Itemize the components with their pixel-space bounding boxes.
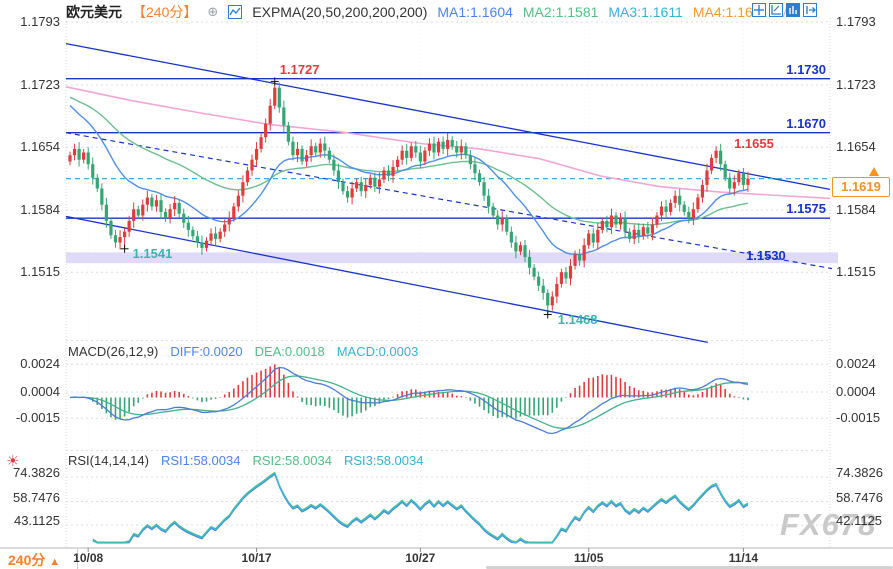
macd-dea-value: DEA:0.0018 <box>254 344 325 359</box>
ma1-value: MA1:1.1604 <box>437 4 513 20</box>
timeframe-selector-button[interactable]: 240分 ▲ <box>8 550 60 569</box>
rsi3-value: RSI3:58.0034 <box>343 453 424 468</box>
chevron-up-icon: ▲ <box>49 556 61 568</box>
rsi2-value: RSI2:58.0034 <box>252 453 332 468</box>
price-alert-arrow-icon <box>869 167 879 176</box>
exit-right-icon[interactable] <box>803 3 817 17</box>
timeframe-label: 【240分】 <box>132 4 198 20</box>
footer-divider <box>77 549 78 569</box>
indicator-settings-icon[interactable]: ☀ <box>6 453 20 470</box>
rsi-title: RSI(14,14,14) <box>68 453 149 468</box>
pan-crosshair-icon[interactable] <box>752 3 766 17</box>
m-value: M <box>777 4 789 20</box>
chart-header: 欧元美元 【240分】 ⊕ EXPMA(20,50,200,200,200) M… <box>66 2 789 22</box>
ma4-value: MA4:1.1611 <box>692 4 768 20</box>
chart-toolbar <box>752 3 817 17</box>
macd-title: MACD(26,12,9) <box>68 344 159 359</box>
ma2-value: MA2:1.1581 <box>522 4 599 20</box>
expma-icon <box>228 5 243 19</box>
symbol-title: 欧元美元 <box>66 4 122 20</box>
axis-scale-icon[interactable] <box>769 3 783 17</box>
timeframe-selector-label: 240分 <box>8 552 46 568</box>
horizontal-scrollbar[interactable] <box>486 566 893 569</box>
ma3-value: MA3:1.1611 <box>608 4 683 20</box>
macd-diff-value: DIFF:0.0020 <box>170 344 243 359</box>
expma-label: EXPMA(20,50,200,200,200) <box>252 4 428 20</box>
rsi1-value: RSI1:58.0034 <box>160 453 241 468</box>
candlestick-series[interactable] <box>68 81 750 315</box>
macd-header: MACD(26,12,9) DIFF:0.0020 DEA:0.0018 MAC… <box>68 344 418 359</box>
macd-macd-value: MACD:0.0003 <box>336 344 419 359</box>
add-indicator-icon[interactable]: ⊕ <box>207 4 219 19</box>
bar-scale-icon[interactable] <box>786 3 800 17</box>
rsi-header: RSI(14,14,14) RSI1:58.0034 RSI2:58.0034 … <box>68 453 423 468</box>
current-price-badge: 1.1619 <box>832 177 890 197</box>
